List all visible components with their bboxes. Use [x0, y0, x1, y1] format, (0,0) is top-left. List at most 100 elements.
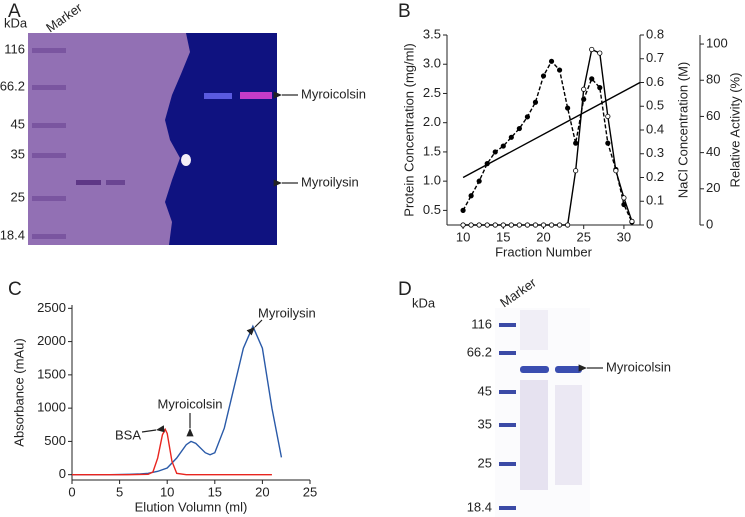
data-point	[468, 222, 474, 228]
panel-label: A	[8, 1, 21, 22]
data-point	[508, 222, 514, 228]
marker-label: 116	[471, 316, 492, 331]
y-tick-label: 0.4	[646, 121, 664, 136]
band-label: Myroicolsin	[301, 86, 366, 101]
x-axis-title: Elution Volumn (ml)	[135, 499, 248, 514]
y-tick-label: 0.7	[646, 50, 664, 65]
data-point	[516, 125, 522, 132]
y-tick-label: 0.5	[423, 202, 441, 217]
y-tick-label: 2500	[37, 300, 66, 315]
gel-image	[495, 308, 590, 517]
data-point	[532, 222, 539, 228]
marker-label: 45	[11, 116, 25, 131]
lane-label: Marker	[43, 0, 85, 35]
data-point	[468, 193, 474, 199]
y-tick-label: 0	[646, 216, 653, 231]
series-line	[72, 427, 272, 476]
x-tick-label: 0	[68, 484, 75, 499]
data-point	[500, 222, 506, 228]
data-point	[565, 222, 571, 228]
series-line	[462, 81, 641, 179]
x-axis-title: Fraction Number	[495, 244, 592, 259]
unit-label: kDa	[412, 295, 436, 310]
data-point	[605, 140, 611, 146]
y-tick-label: 0	[706, 216, 713, 231]
y-tick-label: 3.5	[423, 26, 441, 41]
y-axis-title: NaCl Concentration (M)	[675, 62, 690, 199]
arrow	[141, 425, 165, 433]
y-tick-label: 0.3	[646, 145, 664, 160]
y-tick-label: 2000	[37, 333, 66, 348]
data-point	[629, 218, 635, 224]
marker-label: 35	[11, 146, 25, 161]
marker-label: 66.2	[467, 344, 492, 359]
x-tick-label: 20	[255, 484, 269, 499]
data-point	[548, 58, 555, 64]
marker-label: 25	[478, 455, 492, 470]
y-tick-label: 0.6	[646, 74, 664, 89]
lane-label: Marker	[497, 274, 539, 310]
band-label: Myroilysin	[301, 174, 359, 189]
data-point	[613, 168, 619, 174]
y-tick-label: 1500	[37, 366, 66, 381]
panel-label: C	[8, 279, 22, 300]
data-point	[476, 222, 482, 228]
y-axis-title: Protein Concentration (mg/ml)	[401, 43, 416, 216]
data-point	[540, 222, 547, 228]
marker-label: 18.4	[0, 227, 25, 242]
x-tick-label: 10	[160, 484, 174, 499]
data-point	[548, 222, 555, 228]
y-tick-label: 3.0	[423, 56, 441, 71]
x-tick-label: 15	[496, 229, 510, 244]
x-tick-label: 30	[617, 229, 631, 244]
data-point	[484, 222, 490, 228]
y-tick-label: 60	[706, 108, 720, 123]
y-axis-title: Absorbance (mAu)	[11, 338, 26, 446]
data-point	[460, 222, 466, 228]
x-tick-label: 5	[116, 484, 123, 499]
marker-label: 66.2	[0, 78, 25, 93]
y-tick-label: 80	[706, 72, 720, 87]
data-point	[500, 143, 506, 149]
x-tick-label: 15	[208, 484, 222, 499]
marker-label: 116	[4, 41, 25, 56]
data-point	[508, 134, 514, 140]
x-tick-label: 25	[576, 229, 590, 244]
annotation: Myroicolsin	[157, 396, 222, 411]
marker-label: 35	[478, 416, 492, 431]
x-tick-label: 20	[536, 229, 550, 244]
x-tick-label: 25	[303, 484, 317, 499]
data-point	[621, 195, 627, 201]
marker-label: 25	[11, 189, 25, 204]
data-point	[565, 105, 571, 111]
panel-label: D	[398, 279, 412, 300]
data-point	[589, 76, 595, 82]
y-tick-label: 0	[59, 466, 66, 481]
unit-label: kDa	[4, 15, 28, 30]
y-tick-label: 0.1	[646, 193, 664, 208]
data-point	[581, 86, 587, 92]
data-point	[460, 207, 466, 213]
annotation: BSA	[115, 427, 141, 442]
y-tick-label: 40	[706, 144, 720, 159]
data-point	[597, 50, 603, 56]
series-line	[462, 60, 633, 223]
y-tick-label: 2.5	[423, 85, 441, 100]
gel-image	[28, 33, 277, 245]
y-axis-title: Relative Activity (%)	[727, 73, 742, 188]
data-point	[573, 168, 579, 174]
data-point	[492, 222, 498, 228]
data-point	[524, 114, 531, 120]
data-point	[556, 222, 563, 228]
y-tick-label: 0.5	[646, 98, 664, 113]
data-point	[540, 73, 547, 79]
band-label: Myroicolsin	[606, 359, 671, 374]
y-tick-label: 1.5	[423, 143, 441, 158]
x-tick-label: 10	[456, 229, 470, 244]
y-tick-label: 100	[706, 35, 728, 50]
data-point	[492, 149, 498, 155]
data-point	[524, 222, 531, 228]
data-point	[605, 113, 611, 120]
data-point	[589, 46, 595, 53]
